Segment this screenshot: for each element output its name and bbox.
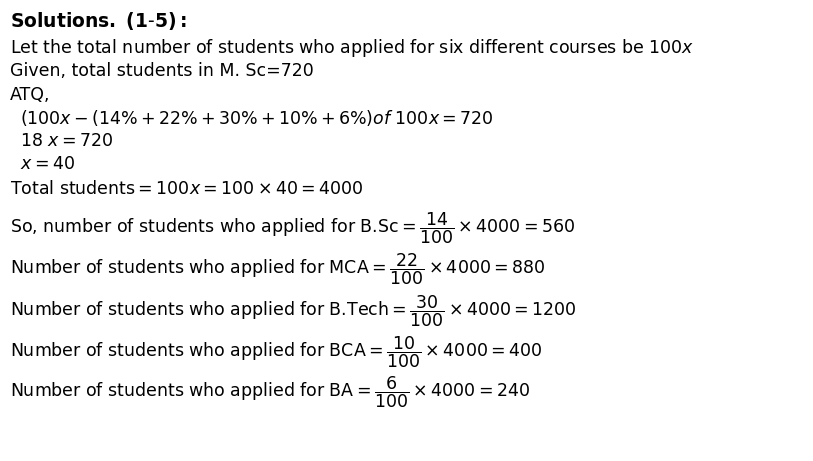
Text: Number of students who applied for BA$=\dfrac{6}{100}\times4000=240$: Number of students who applied for BA$=\… bbox=[10, 375, 530, 410]
Text: Number of students who applied for BCA$=\dfrac{10}{100}\times4000=400$: Number of students who applied for BCA$=… bbox=[10, 335, 542, 370]
Text: ATQ,: ATQ, bbox=[10, 85, 50, 104]
Text: Number of students who applied for B.Tech$=\dfrac{30}{100}\times4000=1200$: Number of students who applied for B.Tec… bbox=[10, 294, 576, 329]
Text: $\bf{Solutions.\ (1\text{-}5):}$: $\bf{Solutions.\ (1\text{-}5):}$ bbox=[10, 10, 187, 32]
Text: So, number of students who applied for B.Sc$=\dfrac{14}{100}\times4000=560$: So, number of students who applied for B… bbox=[10, 211, 575, 246]
Text: Let the total number of students who applied for six different courses be 100$x$: Let the total number of students who app… bbox=[10, 37, 693, 59]
Text: Given, total students in M. Sc=720: Given, total students in M. Sc=720 bbox=[10, 62, 314, 81]
Text: $x=40$: $x=40$ bbox=[20, 154, 76, 173]
Text: Number of students who applied for MCA$=\dfrac{22}{100}\times4000=880$: Number of students who applied for MCA$=… bbox=[10, 252, 546, 287]
Text: Total students$=100x=100\times40=4000$: Total students$=100x=100\times40=4000$ bbox=[10, 180, 363, 198]
Text: $18\ x=720$: $18\ x=720$ bbox=[20, 131, 114, 150]
Text: $(100x-(14\%+22\%+30\%+10\%+6\%)of\ 100x=720$: $(100x-(14\%+22\%+30\%+10\%+6\%)of\ 100x… bbox=[20, 107, 494, 128]
